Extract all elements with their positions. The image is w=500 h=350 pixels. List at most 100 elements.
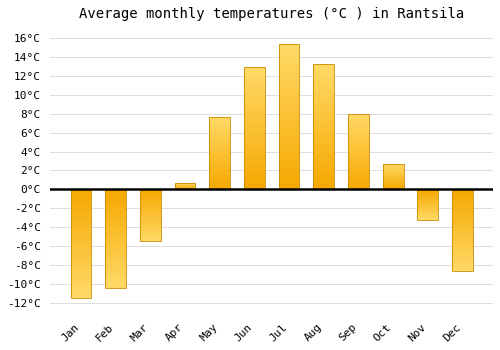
Bar <box>244 138 265 140</box>
Bar <box>348 188 369 189</box>
Bar <box>278 53 299 56</box>
Bar <box>452 225 473 227</box>
Bar <box>244 101 265 104</box>
Bar <box>105 249 126 251</box>
Bar <box>105 259 126 261</box>
Bar <box>105 267 126 268</box>
Bar <box>70 231 92 233</box>
Bar <box>140 215 160 216</box>
Bar <box>452 235 473 237</box>
Bar <box>210 136 230 137</box>
Bar <box>244 116 265 118</box>
Bar <box>105 219 126 221</box>
Bar <box>452 189 473 191</box>
Bar <box>452 240 473 242</box>
Bar <box>140 205 160 206</box>
Bar <box>382 180 404 181</box>
Bar <box>418 201 438 202</box>
Bar <box>70 270 92 272</box>
Bar <box>70 220 92 222</box>
Bar <box>452 263 473 265</box>
Bar <box>244 67 265 69</box>
Bar <box>382 187 404 188</box>
Bar <box>70 200 92 202</box>
Bar <box>210 188 230 189</box>
Bar <box>140 238 160 239</box>
Bar <box>452 268 473 270</box>
Bar <box>70 204 92 207</box>
Bar <box>348 167 369 168</box>
Bar <box>278 102 299 105</box>
Bar <box>418 204 438 205</box>
Bar <box>314 79 334 82</box>
Bar <box>278 44 299 189</box>
Bar <box>210 141 230 143</box>
Bar <box>244 121 265 123</box>
Bar <box>348 186 369 188</box>
Bar <box>452 242 473 244</box>
Bar <box>244 170 265 172</box>
Bar <box>244 104 265 106</box>
Bar <box>70 278 92 280</box>
Bar <box>244 143 265 145</box>
Bar <box>70 189 92 191</box>
Bar <box>210 118 230 120</box>
Bar <box>278 70 299 73</box>
Bar <box>140 218 160 219</box>
Bar <box>382 179 404 180</box>
Bar <box>244 94 265 96</box>
Bar <box>418 191 438 192</box>
Bar <box>210 133 230 134</box>
Bar <box>314 154 334 157</box>
Bar <box>278 79 299 82</box>
Bar <box>244 135 265 138</box>
Bar <box>278 50 299 53</box>
Bar <box>314 164 334 167</box>
Bar <box>314 147 334 149</box>
Bar <box>140 203 160 204</box>
Bar <box>210 175 230 176</box>
Bar <box>278 73 299 76</box>
Bar <box>140 199 160 200</box>
Bar <box>348 164 369 165</box>
Bar <box>105 231 126 233</box>
Bar <box>244 133 265 135</box>
Bar <box>210 117 230 118</box>
Bar <box>70 233 92 235</box>
Bar <box>105 195 126 197</box>
Bar <box>278 47 299 50</box>
Bar <box>105 227 126 229</box>
Bar <box>210 166 230 168</box>
Bar <box>210 124 230 125</box>
Bar <box>210 120 230 121</box>
Bar <box>314 112 334 114</box>
Bar <box>70 274 92 276</box>
Bar <box>348 152 369 153</box>
Bar <box>418 207 438 208</box>
Bar <box>382 183 404 184</box>
Bar <box>140 219 160 220</box>
Bar <box>348 168 369 170</box>
Bar <box>210 139 230 140</box>
Bar <box>244 165 265 167</box>
Bar <box>244 175 265 177</box>
Bar <box>314 64 334 66</box>
Bar <box>452 261 473 263</box>
Bar <box>348 144 369 146</box>
Bar <box>70 252 92 254</box>
Bar <box>244 150 265 153</box>
Bar <box>105 255 126 257</box>
Bar <box>348 159 369 161</box>
Bar <box>418 209 438 210</box>
Bar <box>210 187 230 188</box>
Bar <box>70 244 92 246</box>
Bar <box>105 191 126 193</box>
Bar <box>140 226 160 227</box>
Bar <box>140 194 160 195</box>
Bar <box>418 199 438 200</box>
Bar <box>278 122 299 125</box>
Bar <box>70 250 92 252</box>
Bar <box>348 179 369 180</box>
Bar <box>70 293 92 296</box>
Bar <box>452 255 473 257</box>
